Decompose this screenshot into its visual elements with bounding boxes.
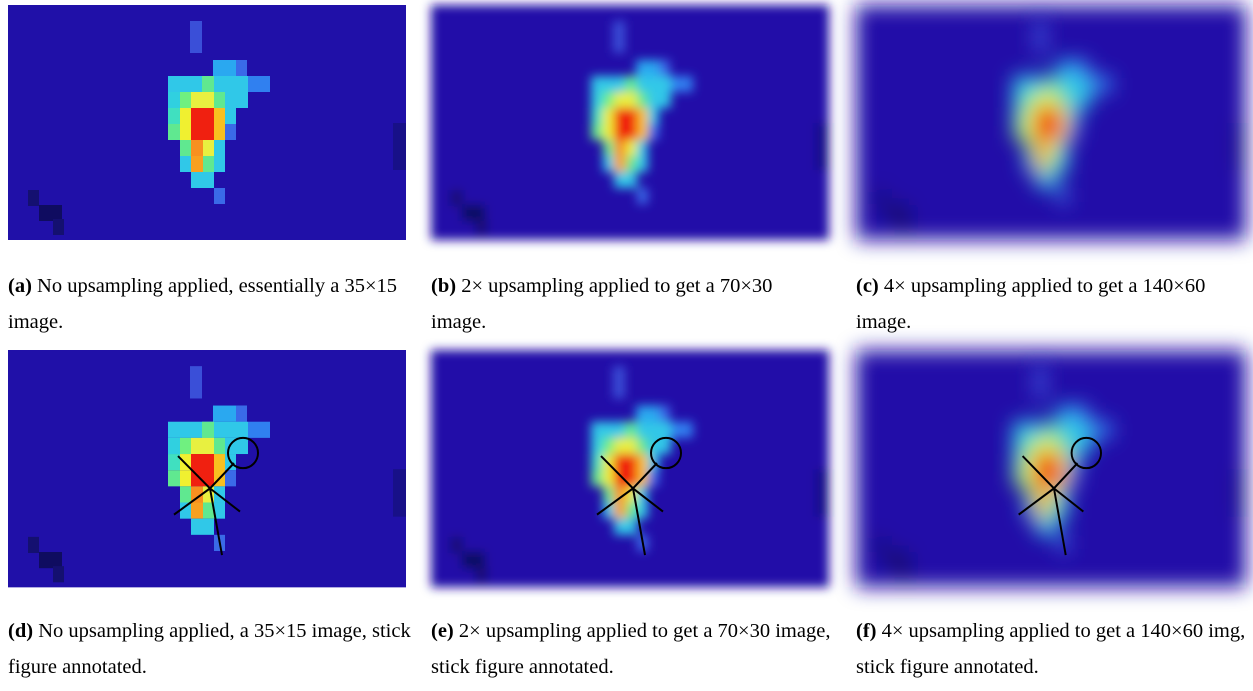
caption-label: (e) [431,620,454,642]
caption-label: (c) [856,275,879,297]
heatmap-c [856,5,1246,240]
heatmap-b [431,5,829,240]
heatmap-d [8,350,406,587]
caption: (f) 4× upsampling applied to get a 140×6… [856,613,1251,685]
caption-label: (f) [856,620,876,642]
caption-text: 4× upsampling applied to get a 140×60 im… [856,620,1245,678]
caption-text: 2× upsampling applied to get a 70×30 ima… [431,620,830,678]
caption-text: No upsampling applied, essentially a 35×… [8,275,397,333]
caption: (a) No upsampling applied, essentially a… [8,268,408,340]
heatmap-a [8,5,406,240]
caption-label: (a) [8,275,32,297]
caption-label: (d) [8,620,33,642]
heatmap-e [431,350,829,587]
caption-text: No upsampling applied, a 35×15 image, st… [8,620,411,678]
heatmap-f [856,350,1246,587]
caption-label: (b) [431,275,456,297]
caption: (b) 2× upsampling applied to get a 70×30… [431,268,831,340]
caption: (e) 2× upsampling applied to get a 70×30… [431,613,846,685]
caption-text: 2× upsampling applied to get a 70×30 ima… [431,275,772,333]
caption: (d) No upsampling applied, a 35×15 image… [8,613,413,685]
caption-text: 4× upsampling applied to get a 140×60 im… [856,275,1205,333]
page: (a) No upsampling applied, essentially a… [0,0,1253,691]
figure [0,0,1253,691]
caption: (c) 4× upsampling applied to get a 140×6… [856,268,1246,340]
